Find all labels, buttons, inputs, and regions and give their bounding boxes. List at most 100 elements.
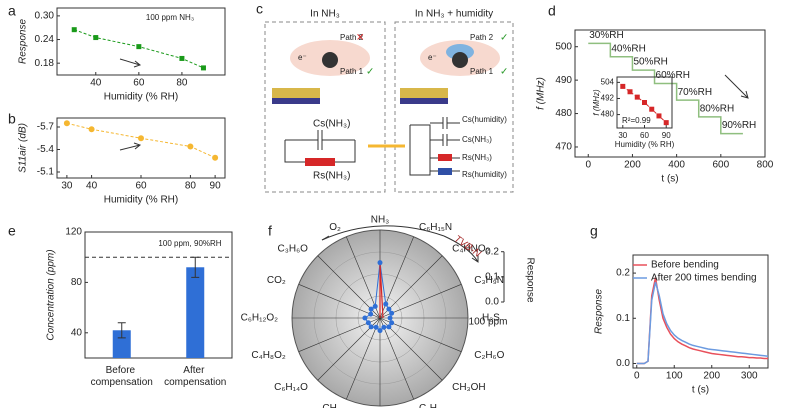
plot-frame: [632, 254, 769, 369]
radar-point: [383, 301, 389, 307]
x-tick-label: 80: [176, 78, 188, 89]
x-tick-label: 200: [624, 160, 641, 171]
arrow: [119, 142, 142, 151]
y-tick-label: 0.2: [616, 268, 630, 279]
y-axis-label: S11air (dB): [18, 123, 29, 173]
category-label: CH₃OH: [452, 382, 486, 393]
x-axis-label: Humidity (% RH): [104, 92, 178, 103]
radar-point: [389, 310, 395, 316]
title: In NH₃: [310, 9, 340, 20]
panel-label: f: [268, 223, 272, 239]
radar-spoke: [298, 284, 381, 319]
radar-point: [365, 320, 371, 326]
x-tick-label: 200: [703, 371, 720, 382]
y-tick-label: 480: [601, 110, 615, 119]
marker: [663, 120, 669, 126]
x-tick-label: 800: [757, 160, 774, 171]
marker: [179, 55, 185, 61]
legend-label: After 200 times bending: [651, 273, 757, 284]
x-tick-label: 80: [185, 181, 197, 192]
label: Path 1: [340, 67, 364, 76]
electrode: [272, 88, 320, 98]
x-tick-label: 40: [90, 78, 102, 89]
cross: ✕: [356, 33, 364, 44]
bar: [112, 330, 131, 358]
x-tick-label: 90: [210, 181, 222, 192]
y-tick-label: -5.7: [37, 122, 55, 133]
x-tick-label: 60: [135, 181, 147, 192]
x-axis-label: t (s): [692, 385, 709, 396]
box: [394, 21, 514, 193]
panel-label: e: [8, 223, 16, 239]
marker: [136, 44, 142, 50]
y-tick-label: 120: [65, 227, 82, 238]
y-tick-label: 490: [555, 75, 572, 86]
series-line: [636, 277, 768, 365]
y-tick-label: 0.0: [616, 358, 630, 369]
annotation: 100 ppm, 90%RH: [158, 239, 221, 248]
resistor: [438, 168, 452, 175]
label: Rs(humidity): [462, 170, 507, 179]
marker: [656, 113, 662, 119]
marker: [93, 35, 99, 41]
marker: [212, 154, 219, 161]
category-label: C₆H₁₂O₂: [241, 313, 279, 324]
series-line: [636, 281, 769, 365]
label: e⁻: [298, 53, 307, 62]
y-axis-label: Response: [594, 289, 605, 334]
arrow: [724, 74, 749, 99]
r-tick-label: 0.1: [485, 271, 499, 282]
y-tick-label: 480: [555, 108, 572, 119]
category-label: C₆H₁₄O: [274, 382, 308, 393]
circuit: [284, 130, 356, 163]
x-tick-label: 30: [61, 181, 73, 192]
annotation: 100 ppm: [469, 317, 508, 328]
y-tick-label: 492: [601, 94, 615, 103]
marker: [187, 143, 194, 150]
panel-label: a: [8, 3, 16, 19]
molecule: [322, 52, 338, 68]
series-line: [588, 42, 743, 135]
x-tick-label: 400: [668, 160, 685, 171]
y-tick-label: 500: [555, 41, 572, 52]
resistor: [305, 158, 335, 166]
step-label: 30%RH: [589, 30, 623, 41]
x-tick-label: 40: [86, 181, 98, 192]
radar-point: [373, 324, 379, 330]
arc: [321, 225, 445, 241]
bar: [186, 267, 205, 358]
x-tick-label: 60: [133, 78, 145, 89]
y-tick-label: 0.30: [35, 11, 55, 22]
panel-label: c: [256, 1, 263, 17]
r-tick-label: 0.2: [485, 246, 499, 257]
x-tick-label: 0: [585, 160, 591, 171]
step-label: 40%RH: [611, 43, 645, 54]
radar-point: [387, 315, 393, 321]
error-bar: [117, 322, 126, 339]
category-label: H₂S: [482, 313, 500, 324]
step-label: 70%RH: [678, 87, 712, 98]
molecule: [452, 52, 468, 68]
diagram: c In NH₃ In NH₃ + humidity Path 2 Path 1…: [256, 1, 514, 193]
radar-point: [377, 260, 383, 266]
category-label: C₇H₈: [419, 403, 441, 408]
electrode: [400, 88, 448, 98]
arrow: [119, 58, 142, 68]
radar-point: [377, 328, 383, 334]
panel-label: g: [590, 223, 598, 239]
category-label: NH₃: [371, 215, 390, 226]
step-label: 90%RH: [722, 120, 756, 131]
marker: [88, 126, 95, 133]
label: Path 2: [470, 33, 494, 42]
label: Rs(NH₃): [462, 153, 492, 162]
y-axis-label: Response: [18, 19, 29, 64]
annotation: Response: [524, 257, 535, 302]
label: Path 2: [340, 33, 364, 42]
category-label: C₆H₁₅N: [419, 222, 452, 233]
check: ✓: [366, 67, 374, 78]
x-axis-label: Humidity (% RH): [104, 195, 178, 206]
check: ✓: [500, 67, 508, 78]
marker: [200, 65, 206, 71]
y-tick-label: 0.18: [35, 58, 55, 69]
